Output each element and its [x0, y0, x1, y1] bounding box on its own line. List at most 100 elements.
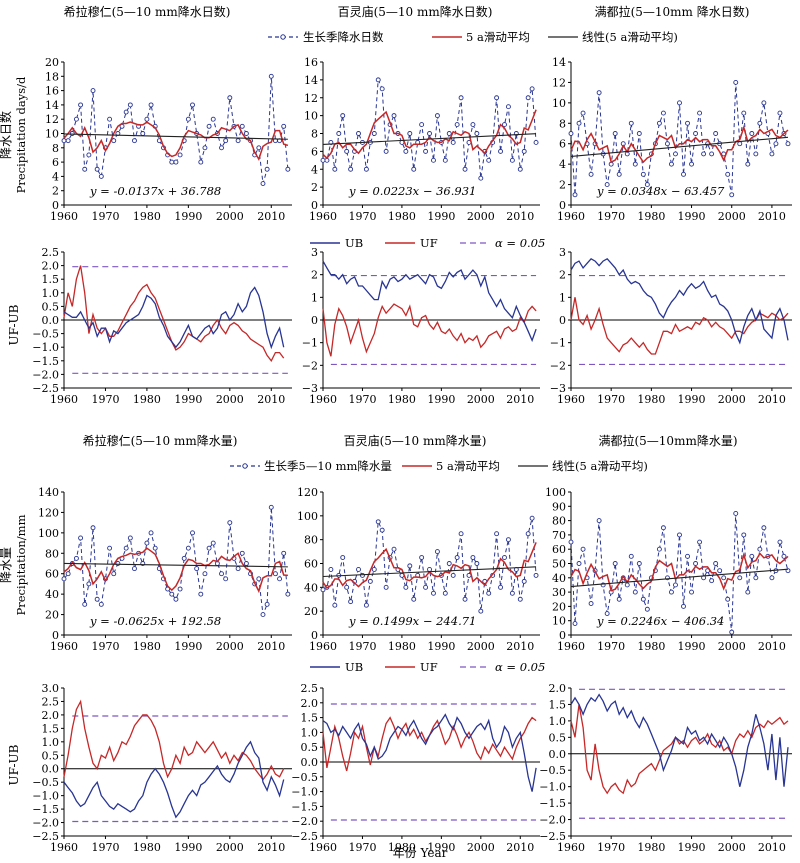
- data-point: [69, 131, 75, 136]
- y-tick-label: 16: [45, 85, 59, 98]
- data-point: [144, 116, 150, 122]
- data-point: [713, 131, 719, 136]
- data-point: [223, 138, 229, 144]
- y-tick-label: 0: [52, 629, 59, 642]
- x-tick-label: 1970: [348, 841, 376, 854]
- y-tick-label: 0.5: [301, 741, 319, 754]
- ylabel-days-en: Precipitation days/d: [14, 76, 28, 193]
- x-tick-label: 1960: [50, 210, 78, 223]
- data-point: [177, 586, 183, 592]
- legend-days-trend: 线性(5 a滑动平均): [582, 30, 678, 44]
- data-point: [98, 601, 104, 607]
- y-tick-label: 100: [38, 527, 59, 540]
- data-point: [681, 603, 686, 609]
- data-point: [391, 113, 397, 119]
- data-point: [478, 175, 484, 181]
- data-point: [681, 171, 686, 177]
- data-point: [328, 567, 334, 572]
- y-tick-label: −3: [550, 382, 566, 395]
- data-point: [61, 138, 67, 144]
- data-point: [486, 590, 492, 596]
- data-point: [474, 561, 480, 566]
- y-tick-label: 120: [297, 486, 318, 499]
- moving-average-line: [570, 124, 789, 164]
- y-tick-label: 1.0: [42, 736, 60, 749]
- y-tick-label: 80: [304, 534, 318, 547]
- panel-a1: 1960 1970 1980 1990 2000 2010 0 20 40 60 80 100 120 1…: [38, 486, 292, 653]
- x-tick-label: 1970: [348, 210, 376, 223]
- panels: 1960 1970 1980 1990 2000 20100246810121416182…: [32, 56, 792, 854]
- y-tick-label: 6: [311, 145, 318, 158]
- title-xilamuren-days: 希拉穆仁(5—10 mm降水日数): [64, 4, 231, 19]
- x-tick-label: 2010: [758, 393, 786, 406]
- y-tick-label: 90: [552, 500, 566, 513]
- data-point: [517, 166, 523, 172]
- data-point: [371, 567, 377, 572]
- y-tick-label: 3: [559, 246, 566, 259]
- x-tick-label: 1990: [174, 640, 202, 653]
- data-point: [173, 596, 179, 602]
- series-line: [322, 518, 537, 612]
- data-point: [411, 596, 417, 602]
- y-tick-label: 20: [552, 600, 566, 613]
- data-point: [285, 166, 291, 172]
- x-tick-label: 1960: [557, 841, 585, 854]
- x-tick-label: 1980: [133, 210, 161, 223]
- y-tick-label: 12: [45, 113, 59, 126]
- legend-mk-top-alpha: α = 0.05: [495, 236, 545, 250]
- data-point: [568, 539, 574, 545]
- x-tick-label: 1980: [637, 640, 665, 653]
- x-tick-label: 1990: [678, 640, 706, 653]
- data-point: [73, 116, 79, 122]
- data-point: [177, 152, 183, 158]
- data-point: [344, 584, 350, 590]
- data-point: [144, 540, 150, 546]
- y-tick-label: 0: [559, 629, 566, 642]
- data-point: [636, 561, 642, 566]
- data-point: [198, 591, 204, 597]
- trend-line: [322, 566, 537, 578]
- data-point: [580, 546, 586, 552]
- y-tick-label: 2: [311, 181, 318, 194]
- data-point: [235, 566, 241, 572]
- data-point: [111, 571, 117, 577]
- data-point: [107, 545, 113, 551]
- legend-mk-top: UB UF α = 0.05: [310, 236, 545, 250]
- data-point: [227, 520, 233, 526]
- y-tick-label: 1: [559, 291, 566, 304]
- data-point: [640, 596, 646, 602]
- y-tick-label: 2: [559, 179, 566, 192]
- title-bailingmiao-amount: 百灵庙(5—10 mm降水量): [344, 434, 487, 448]
- x-tick-label: 1960: [309, 393, 337, 406]
- x-tick-label: 1980: [388, 210, 416, 223]
- y-tick-label: 1.5: [42, 722, 60, 735]
- data-point: [281, 550, 287, 556]
- trend-equation: y = 0.0223x − 36.931: [348, 184, 476, 198]
- x-tick-label: 1970: [348, 640, 376, 653]
- legend-days-ma: 5 a滑动平均: [466, 30, 530, 44]
- data-point: [65, 571, 71, 577]
- data-point: [494, 531, 500, 537]
- y-tick-label: 0.0: [42, 763, 60, 776]
- data-point: [525, 95, 531, 101]
- data-point: [256, 576, 262, 582]
- data-point: [709, 578, 715, 584]
- x-tick-label: 2010: [257, 841, 285, 854]
- x-tick-label: 1970: [91, 841, 119, 854]
- x-tick-label: 2010: [758, 841, 786, 854]
- data-point: [757, 120, 763, 126]
- y-tick-label: 1: [311, 291, 318, 304]
- y-tick-label: 0: [311, 314, 318, 327]
- y-tick-label: 60: [304, 558, 318, 571]
- data-point: [206, 123, 212, 129]
- legend-days-series: 生长季降水日数: [303, 30, 384, 44]
- ub-line: [570, 257, 789, 345]
- data-point: [632, 161, 638, 167]
- data-point: [777, 539, 783, 545]
- series-line: [323, 79, 537, 179]
- data-point: [219, 571, 224, 577]
- x-tick-label: 1990: [427, 640, 455, 653]
- y-tick-label: 10: [45, 128, 59, 141]
- data-point: [94, 596, 100, 602]
- x-tick-label: 1990: [678, 210, 706, 223]
